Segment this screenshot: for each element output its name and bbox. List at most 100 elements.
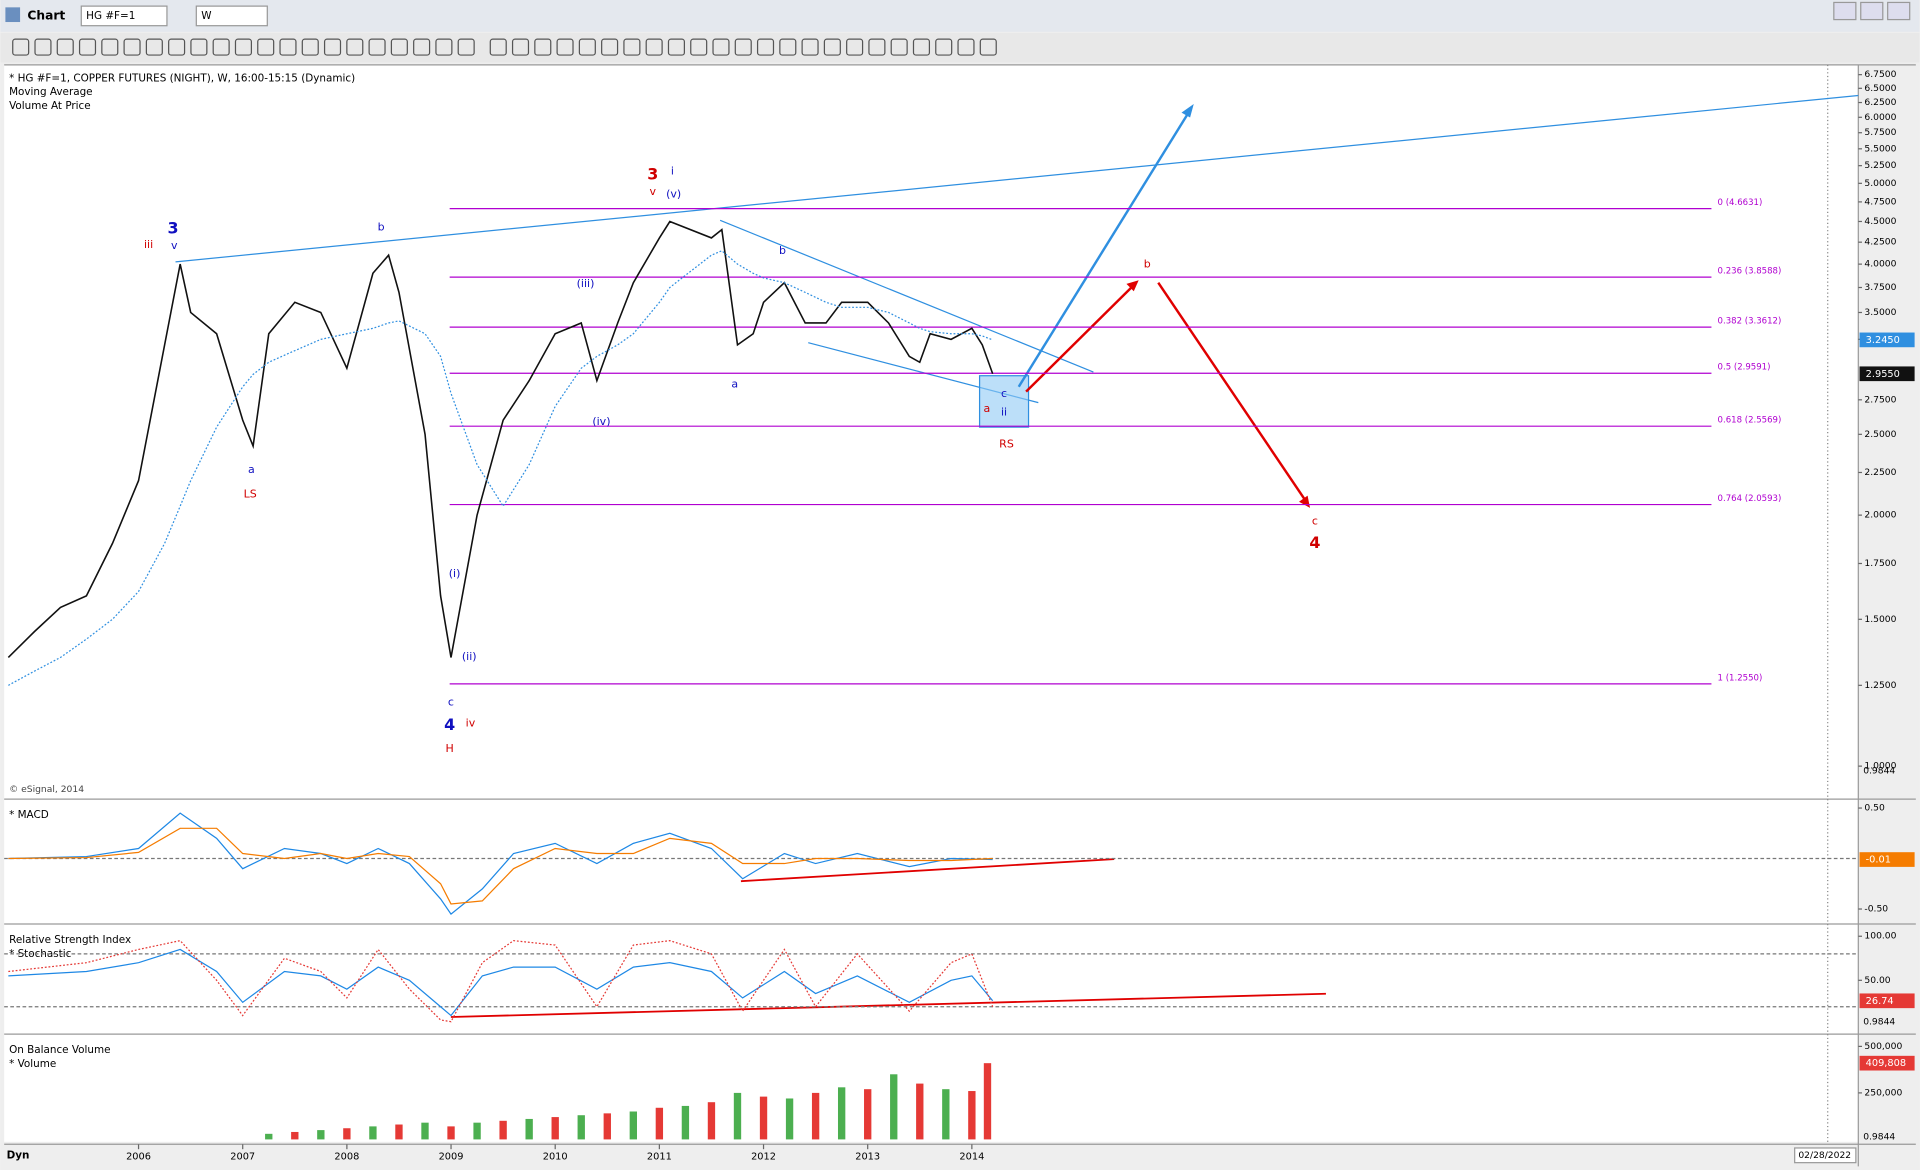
window-maximize[interactable]: [1860, 1, 1884, 21]
x-tick-label: 2007: [230, 1152, 255, 1163]
wave-label: (v): [666, 188, 681, 201]
tool-icon[interactable]: [435, 38, 453, 56]
wave-label: c: [1312, 514, 1318, 527]
current-value-label: 409,808: [1866, 1058, 1906, 1069]
window-restore[interactable]: [1833, 1, 1857, 21]
wave-label: 3: [168, 218, 179, 237]
tool-icon[interactable]: [779, 38, 797, 56]
interval-text: W: [201, 10, 211, 22]
symbol-input[interactable]: [80, 5, 168, 27]
series-line: [7, 220, 994, 659]
x-tick-label: 2012: [751, 1152, 776, 1163]
tool-icon[interactable]: [190, 38, 208, 56]
tool-icon[interactable]: [413, 38, 431, 56]
app-icon: [5, 7, 21, 23]
tool-icon[interactable]: [279, 38, 297, 56]
y-tick-label: 2.0000: [1864, 510, 1896, 521]
window-title: Chart: [27, 8, 65, 22]
y-tick-label: 5.7500: [1864, 127, 1896, 138]
tool-icon[interactable]: [756, 38, 775, 56]
tool-icon[interactable]: [234, 38, 253, 56]
interval-select[interactable]: [195, 5, 268, 27]
wave-label: v: [171, 239, 178, 252]
tool-icon[interactable]: [578, 38, 596, 56]
volume-bar: [983, 1063, 992, 1140]
tool-icon[interactable]: [78, 38, 97, 56]
x-tick-label: 2008: [334, 1152, 359, 1163]
y-tick-label: 250,000: [1864, 1087, 1902, 1098]
y-tick-label: 4.7500: [1864, 196, 1896, 207]
tool-icon[interactable]: [890, 38, 908, 56]
tool-icon[interactable]: [346, 38, 364, 56]
tool-icon[interactable]: [323, 38, 342, 56]
tool-icon[interactable]: [489, 38, 507, 56]
tool-icon[interactable]: [601, 38, 619, 56]
tool-icon[interactable]: [712, 38, 730, 56]
tool-icon[interactable]: [511, 38, 530, 56]
tool-icon[interactable]: [301, 38, 319, 56]
tool-icon[interactable]: [690, 38, 708, 56]
y-tick-label: 2.2500: [1864, 467, 1896, 478]
volume-bar: [864, 1089, 872, 1140]
current-value-box: [1859, 1055, 1915, 1071]
volume-bar: [603, 1113, 611, 1140]
tool-icon[interactable]: [12, 38, 30, 56]
x-tick-label: 2009: [439, 1152, 464, 1163]
volume-bar: [629, 1111, 638, 1140]
wave-label: v: [650, 185, 657, 198]
current-value-label: -0.01: [1866, 855, 1891, 866]
wave-label: iv: [466, 716, 476, 729]
tool-icon[interactable]: [846, 38, 864, 56]
y-tick-label: 100.00: [1864, 931, 1896, 942]
tool-icon[interactable]: [734, 38, 752, 56]
current-value-box: [1859, 852, 1915, 867]
tool-icon[interactable]: [823, 38, 841, 56]
current-value-box: [1859, 366, 1915, 382]
tool-icon[interactable]: [56, 38, 74, 56]
volume-bar: [395, 1124, 403, 1140]
tool-icon[interactable]: [145, 38, 163, 56]
wave-label: 4: [444, 715, 455, 734]
volume-bar: [681, 1105, 690, 1140]
tool-icon[interactable]: [667, 38, 686, 56]
volume-bar: [551, 1117, 559, 1140]
tool-icon[interactable]: [979, 38, 997, 56]
wave-label: a: [248, 463, 255, 476]
wave-label: ii: [1001, 405, 1007, 418]
tool-icon[interactable]: [957, 38, 975, 56]
wave-label: c: [1001, 387, 1007, 400]
tool-icon[interactable]: [34, 38, 52, 56]
arrow: [1017, 109, 1192, 388]
y-tick-label: 2.5000: [1864, 429, 1896, 440]
volume-bar: [707, 1102, 716, 1140]
tool-icon[interactable]: [390, 38, 408, 56]
tool-icon[interactable]: [556, 38, 574, 56]
tool-icon[interactable]: [368, 38, 386, 56]
tool-icon[interactable]: [868, 38, 886, 56]
tool-icon[interactable]: [623, 38, 641, 56]
tool-icon[interactable]: [534, 38, 552, 56]
tool-icon[interactable]: [123, 38, 141, 56]
tool-icon[interactable]: [257, 38, 275, 56]
tool-icon[interactable]: [101, 38, 119, 56]
tool-icon[interactable]: [457, 38, 475, 56]
tool-icon[interactable]: [212, 38, 230, 56]
tool-icon[interactable]: [645, 38, 663, 56]
x-tick-label: 2013: [855, 1152, 880, 1163]
wave-label: a: [731, 377, 738, 390]
tool-icon[interactable]: [801, 38, 819, 56]
y-tick-label: 6.2500: [1864, 97, 1896, 108]
x-tick-label: 2006: [126, 1152, 151, 1163]
tool-icon[interactable]: [935, 38, 953, 56]
volume-bar: [265, 1133, 273, 1140]
wave-label: (i): [449, 567, 461, 580]
series-line: [8, 827, 993, 905]
volume-bar: [369, 1126, 377, 1140]
volume-bar: [343, 1128, 351, 1140]
tool-icon[interactable]: [168, 38, 186, 56]
y-tick-label: 1.5000: [1864, 614, 1896, 625]
tool-icon[interactable]: [912, 38, 931, 56]
status: Dyn: [7, 1149, 30, 1161]
macd-trendline: [740, 858, 1115, 883]
window-close[interactable]: [1887, 1, 1911, 21]
